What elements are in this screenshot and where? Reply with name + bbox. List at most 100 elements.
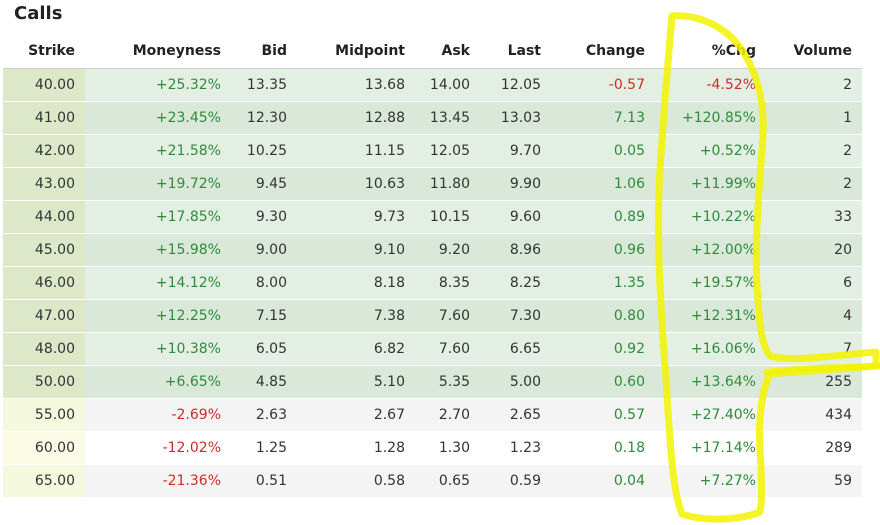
change-cell: 1.35 (551, 266, 655, 300)
volume-cell: 434 (766, 398, 862, 432)
moneyness-cell: +12.25% (85, 299, 231, 333)
column-header-ask[interactable]: Ask (415, 34, 480, 69)
table-row[interactable]: 47.00 +12.25% 7.15 7.38 7.60 7.30 0.80 +12.31% 4 (3, 299, 862, 333)
last-cell: 2.65 (480, 398, 551, 432)
change-cell: 0.89 (551, 200, 655, 234)
strike-cell: 65.00 (3, 464, 85, 498)
moneyness-cell: +17.85% (85, 200, 231, 234)
volume-cell: 33 (766, 200, 862, 234)
column-header-strike[interactable]: Strike (3, 34, 85, 69)
column-header-last[interactable]: Last (480, 34, 551, 69)
header-row: Strike Moneyness Bid Midpoint Ask Last C… (3, 34, 862, 69)
column-header-pct-chg[interactable]: %Chg (655, 34, 766, 69)
moneyness-cell: +19.72% (85, 167, 231, 201)
table-row[interactable]: 45.00 +15.98% 9.00 9.10 9.20 8.96 0.96 +12.00% 2… (3, 233, 862, 267)
moneyness-cell: -21.36% (85, 464, 231, 498)
calls-table: Strike Moneyness Bid Midpoint Ask Last C… (3, 34, 862, 498)
table-row[interactable]: 41.00 +23.45% 12.30 12.88 13.45 13.03 7.13 +120… (3, 101, 862, 135)
table-row[interactable]: 43.00 +19.72% 9.45 10.63 11.80 9.90 1.06 +11.99… (3, 167, 862, 201)
column-header-midpoint[interactable]: Midpoint (297, 34, 415, 69)
bid-cell: 2.63 (231, 398, 297, 432)
moneyness-cell: +6.65% (85, 365, 231, 399)
strike-cell: 55.00 (3, 398, 85, 432)
bid-cell: 7.15 (231, 299, 297, 333)
change-cell: 7.13 (551, 101, 655, 135)
pct-chg-cell: +0.52% (655, 134, 766, 168)
strike-cell: 40.00 (3, 68, 85, 102)
bid-cell: 12.30 (231, 101, 297, 135)
ask-cell: 0.65 (415, 464, 480, 498)
bid-cell: 0.51 (231, 464, 297, 498)
pct-chg-cell: +10.22% (655, 200, 766, 234)
bid-cell: 13.35 (231, 68, 297, 102)
last-cell: 9.90 (480, 167, 551, 201)
change-cell: 0.57 (551, 398, 655, 432)
midpoint-cell: 7.38 (297, 299, 415, 333)
bid-cell: 6.05 (231, 332, 297, 366)
strike-cell: 42.00 (3, 134, 85, 168)
bid-cell: 1.25 (231, 431, 297, 465)
moneyness-cell: +15.98% (85, 233, 231, 267)
midpoint-cell: 0.58 (297, 464, 415, 498)
moneyness-cell: +14.12% (85, 266, 231, 300)
table-row[interactable]: 42.00 +21.58% 10.25 11.15 12.05 9.70 0.05 +0.52… (3, 134, 862, 168)
midpoint-cell: 12.88 (297, 101, 415, 135)
midpoint-cell: 8.18 (297, 266, 415, 300)
midpoint-cell: 2.67 (297, 398, 415, 432)
change-cell: 0.60 (551, 365, 655, 399)
strike-cell: 60.00 (3, 431, 85, 465)
bid-cell: 10.25 (231, 134, 297, 168)
ask-cell: 7.60 (415, 299, 480, 333)
volume-cell: 2 (766, 167, 862, 201)
moneyness-cell: +21.58% (85, 134, 231, 168)
pct-chg-cell: +120.85% (655, 101, 766, 135)
strike-cell: 43.00 (3, 167, 85, 201)
last-cell: 9.70 (480, 134, 551, 168)
table-row[interactable]: 40.00 +25.32% 13.35 13.68 14.00 12.05 -0.57 -4.… (3, 68, 862, 102)
strike-cell: 46.00 (3, 266, 85, 300)
change-cell: 0.04 (551, 464, 655, 498)
ask-cell: 14.00 (415, 68, 480, 102)
volume-cell: 59 (766, 464, 862, 498)
bid-cell: 9.30 (231, 200, 297, 234)
ask-cell: 13.45 (415, 101, 480, 135)
ask-cell: 5.35 (415, 365, 480, 399)
ask-cell: 12.05 (415, 134, 480, 168)
pct-chg-cell: +19.57% (655, 266, 766, 300)
table-row[interactable]: 65.00 -21.36% 0.51 0.58 0.65 0.59 0.04 +7.27% 59 (3, 464, 862, 498)
pct-chg-cell: +7.27% (655, 464, 766, 498)
last-cell: 13.03 (480, 101, 551, 135)
volume-cell: 7 (766, 332, 862, 366)
column-header-change[interactable]: Change (551, 34, 655, 69)
midpoint-cell: 10.63 (297, 167, 415, 201)
midpoint-cell: 5.10 (297, 365, 415, 399)
strike-cell: 45.00 (3, 233, 85, 267)
change-cell: 1.06 (551, 167, 655, 201)
table-row[interactable]: 50.00 +6.65% 4.85 5.10 5.35 5.00 0.60 +13.64% 25… (3, 365, 862, 399)
table-row[interactable]: 55.00 -2.69% 2.63 2.67 2.70 2.65 0.57 +27.40% 43… (3, 398, 862, 432)
volume-cell: 2 (766, 134, 862, 168)
column-header-moneyness[interactable]: Moneyness (85, 34, 231, 69)
ask-cell: 10.15 (415, 200, 480, 234)
ask-cell: 7.60 (415, 332, 480, 366)
pct-chg-cell: -4.52% (655, 68, 766, 102)
column-header-bid[interactable]: Bid (231, 34, 297, 69)
volume-cell: 1 (766, 101, 862, 135)
table-row[interactable]: 46.00 +14.12% 8.00 8.18 8.35 8.25 1.35 +19.57% 6 (3, 266, 862, 300)
moneyness-cell: -2.69% (85, 398, 231, 432)
volume-cell: 20 (766, 233, 862, 267)
table-row[interactable]: 48.00 +10.38% 6.05 6.82 7.60 6.65 0.92 +16.06% 7 (3, 332, 862, 366)
last-cell: 8.96 (480, 233, 551, 267)
table-row[interactable]: 60.00 -12.02% 1.25 1.28 1.30 1.23 0.18 +17.14% 2… (3, 431, 862, 465)
change-cell: 0.92 (551, 332, 655, 366)
last-cell: 6.65 (480, 332, 551, 366)
ask-cell: 2.70 (415, 398, 480, 432)
column-header-volume[interactable]: Volume (766, 34, 862, 69)
volume-cell: 255 (766, 365, 862, 399)
ask-cell: 8.35 (415, 266, 480, 300)
moneyness-cell: +10.38% (85, 332, 231, 366)
volume-cell: 289 (766, 431, 862, 465)
pct-chg-cell: +13.64% (655, 365, 766, 399)
pct-chg-cell: +11.99% (655, 167, 766, 201)
table-row[interactable]: 44.00 +17.85% 9.30 9.73 10.15 9.60 0.89 +10.22%… (3, 200, 862, 234)
